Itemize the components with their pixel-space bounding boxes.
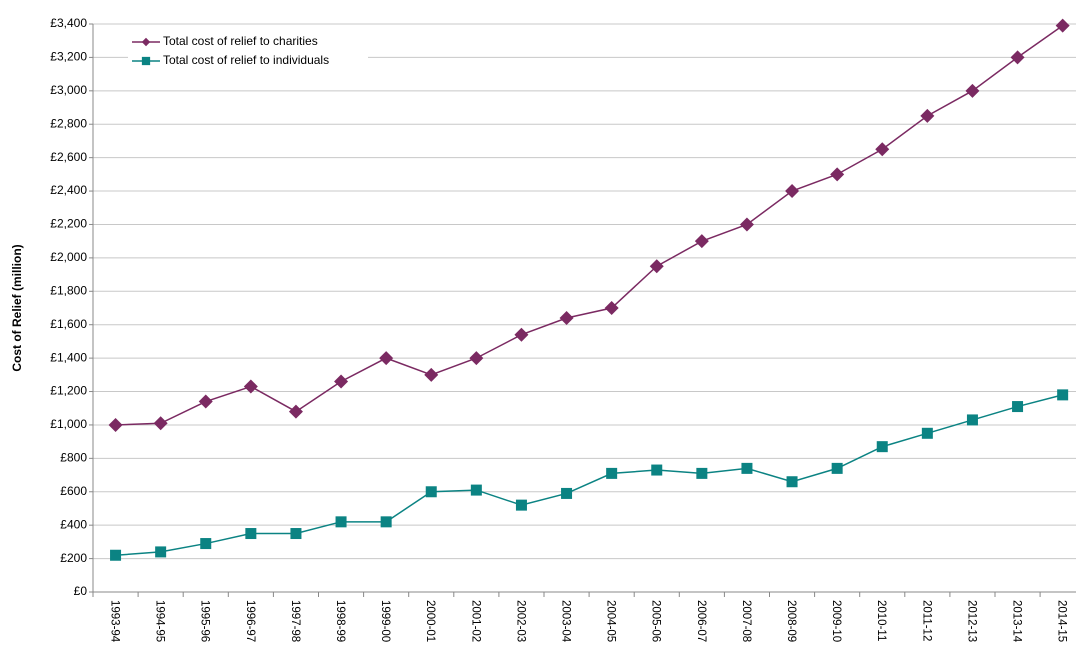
x-tick-label: 2007-08 — [740, 600, 752, 642]
y-tick-label: £2,000 — [50, 250, 87, 264]
y-tick-label: £1,600 — [50, 317, 87, 331]
x-tick-label: 1994-95 — [154, 600, 166, 642]
point — [155, 546, 167, 558]
legend-box — [128, 32, 368, 72]
x-tick-label: 2005-06 — [650, 600, 662, 642]
y-tick-label: £2,400 — [50, 183, 87, 197]
point — [514, 327, 529, 342]
x-tick-label: 2008-09 — [785, 600, 797, 642]
point — [921, 427, 933, 439]
y-tick-label: £800 — [60, 451, 87, 465]
y-tick-label: £3,400 — [50, 16, 87, 30]
x-tick-label: 2011-12 — [920, 600, 932, 641]
line — [115, 25, 1064, 426]
point — [1012, 401, 1024, 413]
point — [786, 476, 798, 488]
point — [200, 538, 212, 550]
point — [739, 217, 754, 232]
point — [875, 142, 890, 157]
x-tick-label: 2002-03 — [514, 600, 526, 642]
point — [830, 167, 845, 182]
point — [651, 464, 663, 476]
point — [379, 351, 394, 366]
x-tick-label: 1993-94 — [109, 600, 121, 643]
point — [288, 404, 303, 419]
point — [741, 462, 753, 474]
legend-marker — [141, 56, 151, 66]
y-axis-label: Cost of Relief (million) — [10, 244, 24, 371]
point — [1055, 18, 1070, 33]
x-tick-label: 2014-15 — [1056, 600, 1068, 642]
point — [966, 414, 978, 426]
x-tick-label: 2003-04 — [560, 600, 572, 643]
point — [965, 83, 980, 98]
y-tick-label: £600 — [60, 484, 87, 498]
y-tick-label: £1,800 — [50, 283, 87, 297]
legend-label: Total cost of relief to charities — [163, 34, 318, 48]
point — [335, 516, 347, 528]
point — [153, 416, 168, 431]
x-tick-label: 1998-99 — [334, 600, 346, 642]
point — [831, 462, 843, 474]
point — [696, 467, 708, 479]
x-tick-label: 2009-10 — [830, 600, 842, 642]
point — [606, 467, 618, 479]
x-tick-label: 2000-01 — [424, 600, 436, 642]
x-tick-label: 2006-07 — [695, 600, 707, 642]
y-tick-label: £1,000 — [50, 417, 87, 431]
x-tick-label: 2001-02 — [469, 600, 481, 642]
y-tick-label: £2,600 — [50, 150, 87, 164]
x-tick-label: 1999-00 — [379, 600, 391, 642]
point — [469, 351, 484, 366]
y-tick-label: £2,800 — [50, 116, 87, 130]
point — [694, 234, 709, 249]
point — [1057, 389, 1069, 401]
y-tick-label: £400 — [60, 517, 87, 531]
y-tick-label: £2,200 — [50, 217, 87, 231]
x-tick-label: 2012-13 — [965, 600, 977, 642]
point — [425, 486, 437, 498]
x-tick-label: 1995-96 — [199, 600, 211, 642]
y-tick-label: £1,200 — [50, 384, 87, 398]
y-tick-label: £3,000 — [50, 83, 87, 97]
point — [290, 528, 302, 540]
point — [604, 301, 619, 315]
point — [876, 441, 888, 453]
point — [785, 184, 800, 199]
point — [380, 516, 392, 528]
y-tick-label: £3,200 — [50, 50, 87, 64]
legend-label: Total cost of relief to individuals — [163, 53, 329, 67]
point — [198, 394, 213, 409]
x-tick-label: 2013-14 — [1011, 600, 1023, 643]
y-tick-label: £0 — [74, 584, 88, 598]
x-tick-label: 2010-11 — [875, 600, 887, 641]
point — [424, 367, 439, 382]
y-tick-label: £1,400 — [50, 350, 87, 364]
point — [1010, 50, 1025, 65]
point — [470, 484, 482, 496]
point — [515, 499, 527, 511]
x-tick-label: 1996-97 — [244, 600, 256, 642]
x-tick-label: 1997-98 — [289, 600, 301, 642]
y-tick-label: £200 — [60, 551, 87, 565]
point — [108, 417, 123, 432]
point — [243, 379, 258, 394]
point — [334, 374, 349, 389]
point — [245, 528, 257, 540]
point — [559, 311, 574, 326]
point — [649, 259, 664, 274]
point — [920, 108, 935, 123]
point — [110, 549, 122, 561]
x-tick-label: 2004-05 — [605, 600, 617, 642]
point — [561, 487, 573, 499]
line — [115, 394, 1063, 556]
